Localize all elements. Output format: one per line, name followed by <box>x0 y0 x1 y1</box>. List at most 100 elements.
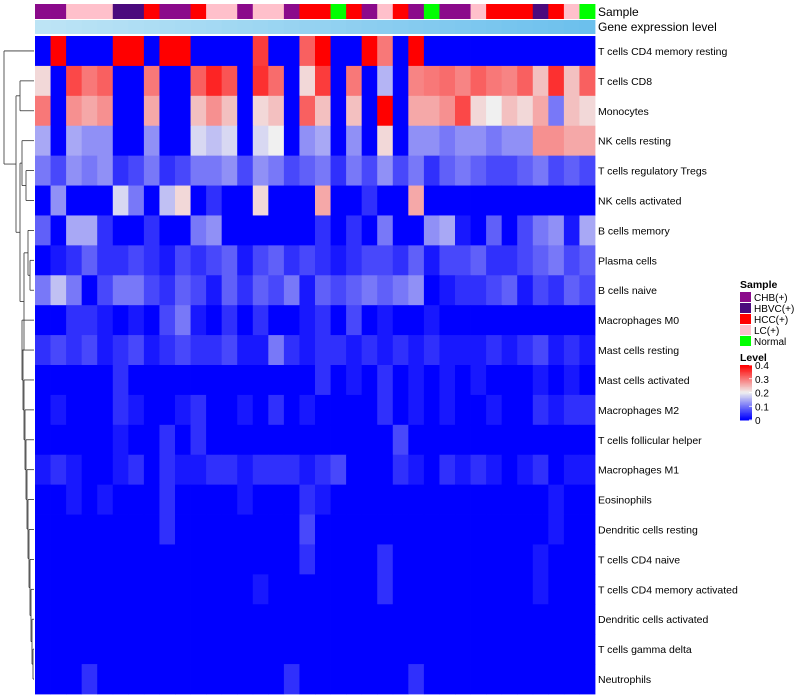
heatmap-cell <box>143 664 160 695</box>
heatmap-cell <box>346 215 363 246</box>
heatmap-cell <box>97 365 114 396</box>
heatmap-cell <box>548 185 565 216</box>
heatmap-cell <box>221 95 238 127</box>
heatmap-cell <box>35 634 51 665</box>
heatmap-cell <box>159 604 176 635</box>
level-legend-gradient-step <box>740 374 752 377</box>
heatmap-cell <box>66 185 83 216</box>
heatmap-cell <box>299 155 316 186</box>
heatmap-cell <box>408 36 425 67</box>
heatmap-cell <box>532 394 549 426</box>
heatmap-cell <box>470 394 487 426</box>
heatmap-cell <box>532 305 549 336</box>
heatmap-cell <box>548 95 565 127</box>
level-legend-gradient-step <box>740 392 752 395</box>
heatmap-cell <box>517 394 534 426</box>
sample-annotation-cell <box>97 4 114 19</box>
heatmap-cell <box>283 484 300 515</box>
heatmap-cell <box>455 664 471 695</box>
heatmap-cell <box>50 574 67 605</box>
heatmap-cell <box>81 394 98 426</box>
heatmap-cell <box>143 155 160 186</box>
heatmap-cell <box>190 36 207 67</box>
heatmap-cell <box>377 36 394 67</box>
heatmap-cell <box>377 185 394 216</box>
heatmap-cell <box>268 275 285 306</box>
heatmap-cell <box>361 484 378 515</box>
heatmap-cell <box>548 574 565 605</box>
heatmap-cell <box>392 634 409 665</box>
heatmap-cell <box>50 544 67 575</box>
heatmap-cell <box>50 454 67 486</box>
heatmap-cell <box>501 365 518 396</box>
heatmap-cell <box>81 215 98 246</box>
expression-level-cell <box>315 20 331 34</box>
heatmap-cell <box>35 514 51 545</box>
heatmap-cell <box>470 365 487 396</box>
heatmap-cell <box>486 275 503 306</box>
heatmap-cell <box>501 544 518 575</box>
heatmap-cell <box>548 394 565 426</box>
level-legend-gradient-step <box>740 396 752 399</box>
heatmap-cell <box>455 365 471 396</box>
heatmap-cell <box>190 394 207 426</box>
heatmap-cell <box>346 155 363 186</box>
heatmap-cell <box>112 36 129 67</box>
heatmap-cell <box>501 454 518 486</box>
heatmap-cell <box>423 185 440 216</box>
heatmap-cell <box>237 514 254 545</box>
heatmap-cell <box>377 65 394 97</box>
heatmap-cell <box>50 335 67 366</box>
heatmap-cell <box>252 65 269 97</box>
heatmap-cell <box>175 36 191 67</box>
heatmap-cell <box>423 335 440 366</box>
heatmap-cell <box>50 275 67 306</box>
heatmap-cell <box>35 275 51 306</box>
sample-annotation-cell <box>112 4 129 19</box>
heatmap-cell <box>81 365 98 396</box>
heatmap-cell <box>66 604 83 635</box>
heatmap-cell <box>330 484 347 515</box>
heatmap-cell <box>408 155 425 186</box>
row-label: Dendritic cells resting <box>598 525 698 537</box>
heatmap-cell <box>190 185 207 216</box>
heatmap-cell <box>330 125 347 157</box>
heatmap-cell <box>35 335 51 366</box>
heatmap-cell <box>128 604 145 635</box>
heatmap-cell <box>361 215 378 246</box>
heatmap-cell <box>563 65 580 97</box>
heatmap-cell <box>501 424 518 456</box>
heatmap-cell <box>501 215 518 246</box>
row-label: Dendritic cells activated <box>598 614 708 626</box>
heatmap-cell <box>50 634 67 665</box>
heatmap-cell <box>206 634 223 665</box>
heatmap-cell <box>455 95 471 127</box>
heatmap-cell <box>563 365 580 396</box>
heatmap-cell <box>221 394 238 426</box>
heatmap-cell <box>315 544 331 575</box>
level-legend-gradient-step <box>740 407 752 410</box>
heatmap-cell <box>548 155 565 186</box>
heatmap-cell <box>455 275 471 306</box>
heatmap-cell <box>392 215 409 246</box>
heatmap-cell <box>66 95 83 127</box>
sample-annotation-cell <box>563 4 580 19</box>
heatmap-cell <box>190 155 207 186</box>
heatmap-cell <box>532 245 549 276</box>
sample-annotation-bar <box>35 4 596 19</box>
heatmap-cell <box>159 185 176 216</box>
heatmap-cell <box>206 544 223 575</box>
expression-level-cell <box>299 20 316 34</box>
heatmap-cell <box>408 394 425 426</box>
heatmap-cell <box>299 65 316 97</box>
heatmap-cell <box>517 215 534 246</box>
heatmap-cell <box>408 454 425 486</box>
row-label: T cells CD4 memory activated <box>598 584 738 596</box>
heatmap-cell <box>548 275 565 306</box>
level-legend-gradient-step <box>740 376 752 378</box>
heatmap-cell <box>579 275 596 306</box>
level-legend-tick-label: 0.1 <box>755 402 769 413</box>
expression-level-cell <box>548 20 565 34</box>
heatmap-cell <box>299 215 316 246</box>
sample-annotation-cell <box>330 4 347 19</box>
